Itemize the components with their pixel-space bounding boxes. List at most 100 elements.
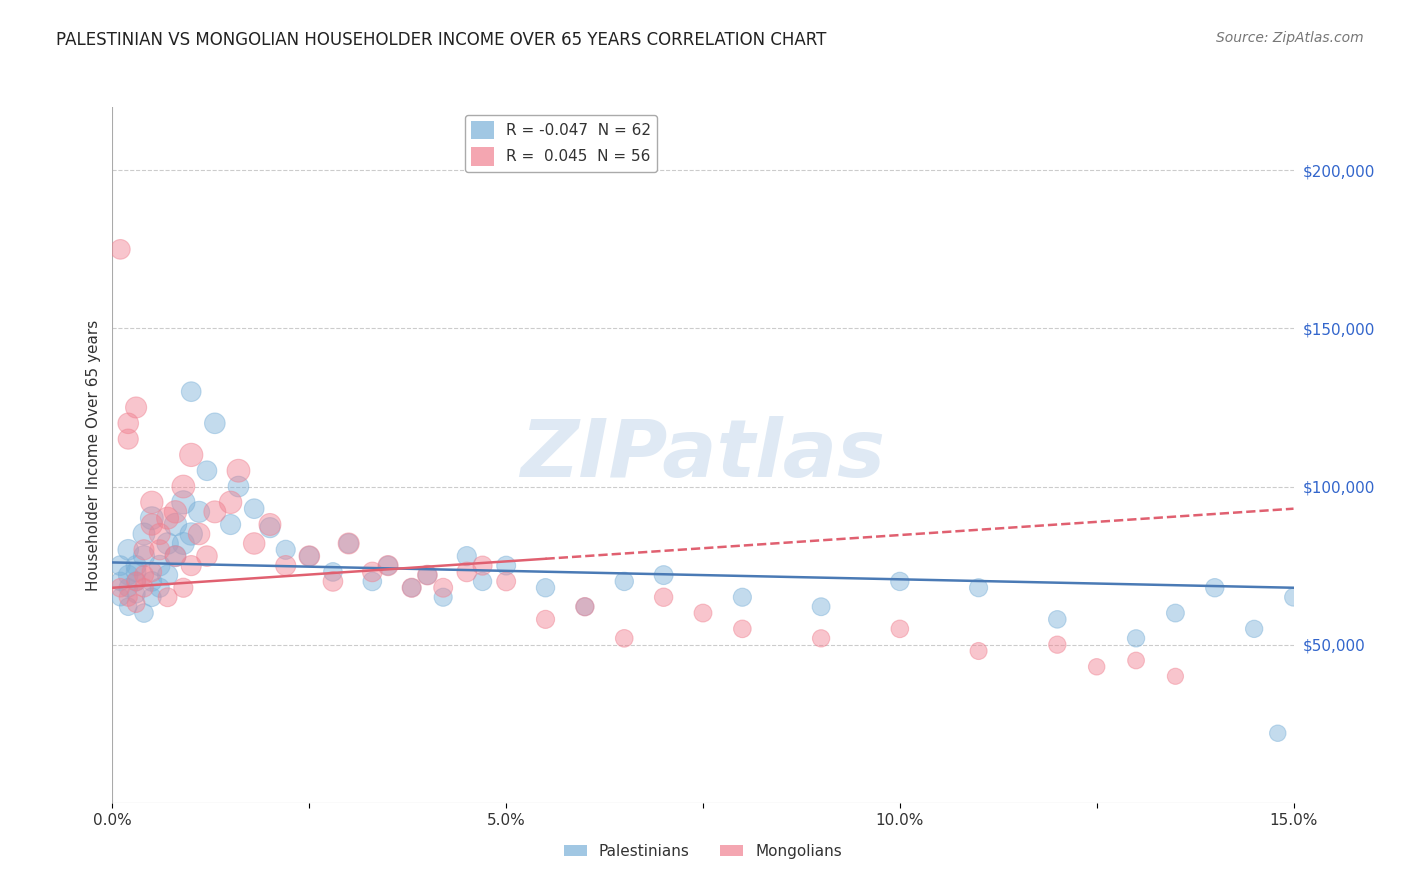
Point xyxy=(259,517,281,532)
Point xyxy=(1267,726,1289,740)
Point xyxy=(471,574,494,589)
Text: PALESTINIAN VS MONGOLIAN HOUSEHOLDER INCOME OVER 65 YEARS CORRELATION CHART: PALESTINIAN VS MONGOLIAN HOUSEHOLDER INC… xyxy=(56,31,827,49)
Point xyxy=(172,536,194,550)
Point xyxy=(810,599,832,614)
Point xyxy=(125,597,148,611)
Point xyxy=(165,517,187,532)
Point xyxy=(432,581,454,595)
Point xyxy=(534,612,557,626)
Point xyxy=(337,536,360,550)
Point xyxy=(456,549,478,563)
Point xyxy=(1204,581,1226,595)
Point xyxy=(132,568,155,582)
Point xyxy=(141,574,163,589)
Point xyxy=(117,432,139,446)
Point xyxy=(652,568,675,582)
Point xyxy=(298,549,321,563)
Point xyxy=(471,558,494,573)
Point xyxy=(810,632,832,646)
Point xyxy=(967,581,990,595)
Point xyxy=(149,581,172,595)
Text: Source: ZipAtlas.com: Source: ZipAtlas.com xyxy=(1216,31,1364,45)
Y-axis label: Householder Income Over 65 years: Householder Income Over 65 years xyxy=(86,319,101,591)
Point xyxy=(613,574,636,589)
Point xyxy=(495,574,517,589)
Point xyxy=(1046,612,1069,626)
Point xyxy=(117,417,139,431)
Point xyxy=(149,558,172,573)
Point xyxy=(574,599,596,614)
Point xyxy=(125,565,148,579)
Point xyxy=(1085,660,1108,674)
Point xyxy=(416,568,439,582)
Point xyxy=(132,527,155,541)
Point xyxy=(149,542,172,557)
Point xyxy=(132,581,155,595)
Point xyxy=(204,417,226,431)
Point xyxy=(967,644,990,658)
Point xyxy=(361,574,384,589)
Point xyxy=(1164,669,1187,683)
Point xyxy=(141,565,163,579)
Point xyxy=(322,565,344,579)
Point xyxy=(889,622,911,636)
Point xyxy=(228,479,250,493)
Point xyxy=(1282,591,1305,605)
Point xyxy=(180,527,202,541)
Point xyxy=(456,565,478,579)
Point xyxy=(172,581,194,595)
Point xyxy=(613,632,636,646)
Point xyxy=(156,536,179,550)
Point xyxy=(204,505,226,519)
Point xyxy=(495,558,517,573)
Point xyxy=(416,568,439,582)
Point xyxy=(432,591,454,605)
Point xyxy=(125,574,148,589)
Point xyxy=(1243,622,1265,636)
Point xyxy=(188,505,211,519)
Point xyxy=(274,542,297,557)
Point xyxy=(322,574,344,589)
Point xyxy=(117,591,139,605)
Point xyxy=(1125,632,1147,646)
Point xyxy=(117,581,139,595)
Point xyxy=(180,558,202,573)
Point xyxy=(401,581,423,595)
Point xyxy=(141,511,163,525)
Point xyxy=(377,558,399,573)
Point xyxy=(117,599,139,614)
Point xyxy=(132,549,155,563)
Point xyxy=(692,606,714,620)
Point xyxy=(156,568,179,582)
Point xyxy=(141,495,163,509)
Point xyxy=(141,591,163,605)
Point xyxy=(117,542,139,557)
Point xyxy=(132,606,155,620)
Legend: Palestinians, Mongolians: Palestinians, Mongolians xyxy=(558,838,848,864)
Point xyxy=(165,549,187,563)
Point xyxy=(125,587,148,601)
Point xyxy=(180,384,202,399)
Point xyxy=(141,517,163,532)
Point xyxy=(110,591,132,605)
Point xyxy=(110,558,132,573)
Point xyxy=(110,574,132,589)
Point xyxy=(219,495,242,509)
Point xyxy=(337,536,360,550)
Point xyxy=(125,401,148,415)
Point xyxy=(298,549,321,563)
Point xyxy=(361,565,384,579)
Point xyxy=(243,536,266,550)
Point xyxy=(117,568,139,582)
Point xyxy=(165,549,187,563)
Point xyxy=(172,479,194,493)
Point xyxy=(188,527,211,541)
Point xyxy=(195,549,218,563)
Point xyxy=(1298,568,1320,582)
Point xyxy=(125,574,148,589)
Point xyxy=(731,591,754,605)
Point xyxy=(1164,606,1187,620)
Point xyxy=(377,558,399,573)
Point xyxy=(243,501,266,516)
Point xyxy=(652,591,675,605)
